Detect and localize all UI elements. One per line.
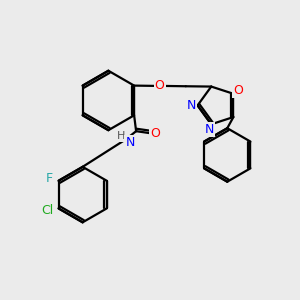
- Text: F: F: [46, 172, 53, 185]
- Text: N: N: [205, 123, 214, 136]
- Text: Cl: Cl: [42, 204, 54, 217]
- Text: O: O: [154, 80, 164, 92]
- Text: O: O: [233, 84, 243, 97]
- Text: N: N: [125, 136, 135, 148]
- Text: H: H: [117, 131, 125, 141]
- Text: N: N: [187, 99, 196, 112]
- Text: O: O: [150, 127, 160, 140]
